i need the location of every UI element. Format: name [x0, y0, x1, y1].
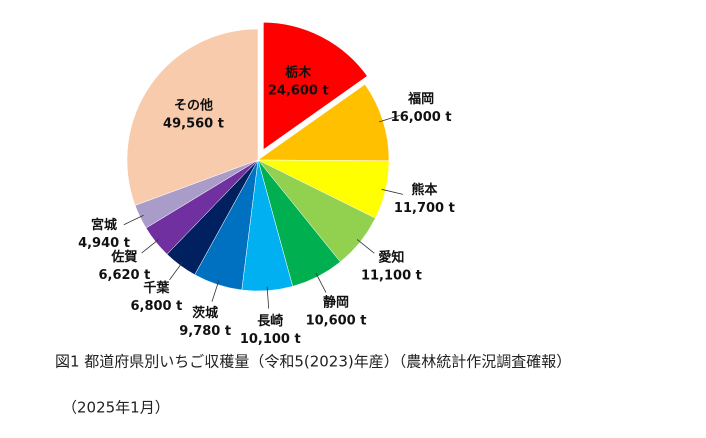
slice-value: 6,800 t	[130, 299, 182, 314]
slice-value: 49,560 t	[163, 117, 224, 132]
pie-slice	[260, 19, 372, 155]
leader-line	[381, 188, 404, 195]
pie-slice	[126, 28, 259, 206]
slice-name: 千葉	[143, 280, 170, 296]
slice-name: 愛知	[378, 249, 404, 265]
slice-name: 栃木	[285, 65, 312, 81]
slice-name: 佐賀	[110, 249, 137, 265]
leader-line	[266, 286, 270, 309]
slice-name: 茨城	[192, 305, 218, 321]
slice-name: 静岡	[323, 295, 349, 311]
leader-line	[379, 114, 401, 123]
slice-value: 6,620 t	[98, 268, 150, 283]
slice-name: 長崎	[257, 313, 283, 329]
leader-line	[123, 214, 144, 226]
slice-value: 16,000 t	[391, 110, 452, 125]
chart-subtitle: （2025年1月）	[62, 399, 170, 417]
slice-name: その他	[174, 98, 213, 114]
slice-value: 9,780 t	[179, 324, 231, 339]
leader-line	[356, 239, 375, 254]
chart-title: 図1 都道府県別いちご収穫量（令和5(2023)年産）（農林統計作況調査確報）	[55, 353, 571, 371]
leader-line	[211, 280, 220, 302]
leader-line	[141, 238, 160, 254]
slice-name: 宮城	[91, 217, 117, 233]
slice-name: 福岡	[407, 91, 434, 107]
slice-value: 11,700 t	[394, 201, 455, 216]
slice-value: 24,600 t	[268, 84, 329, 99]
slice-value: 10,600 t	[306, 314, 367, 329]
slice-value: 10,100 t	[240, 332, 301, 347]
slice-value: 11,100 t	[361, 268, 422, 283]
slice-value: 4,940 t	[78, 236, 130, 251]
leader-line	[315, 272, 327, 293]
slice-name: 熊本	[411, 182, 437, 198]
leader-line	[169, 261, 183, 281]
